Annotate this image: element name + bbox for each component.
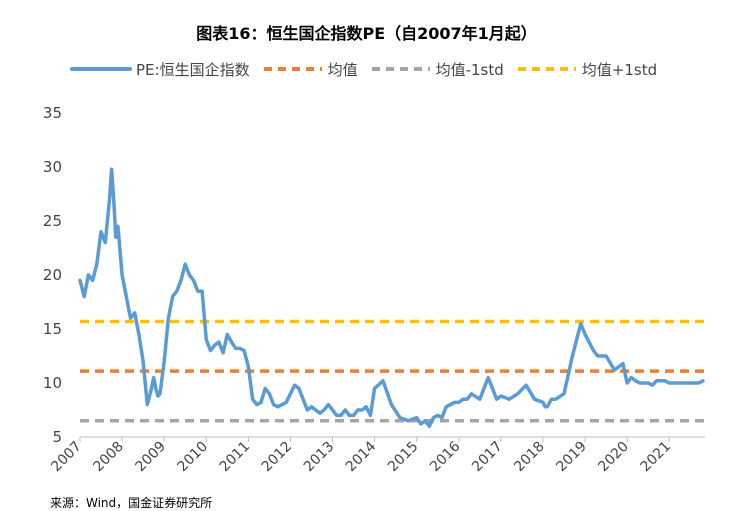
chart-source-note: 来源：Wind，国金证券研究所 <box>50 496 213 510</box>
pe-series-line <box>78 167 705 428</box>
x-tick-label: 2008 <box>90 439 127 476</box>
legend-item-mean-plus-std: 均值+1std <box>516 59 657 80</box>
x-tick-label: 2019 <box>553 439 590 476</box>
chart-title: 图表16：恒生国企指数PE（自2007年1月起） <box>196 24 537 43</box>
x-tick-label: 2017 <box>469 439 506 476</box>
legend-label-mean-minus-std: 均值-1std <box>435 60 504 79</box>
y-tick-label: 25 <box>43 212 62 230</box>
x-tick-label: 2020 <box>595 439 632 476</box>
legend-swatch-mean-minus-std-line <box>371 67 430 71</box>
x-tick-label: 2011 <box>217 439 254 476</box>
legend-label-pe: PE:恒生国企指数 <box>136 60 250 79</box>
y-tick-label: 15 <box>43 320 62 338</box>
x-tick-label: 2018 <box>511 439 548 476</box>
x-tick-label: 2016 <box>427 438 464 475</box>
legend-item-mean: 均值 <box>262 59 358 80</box>
x-tick-label: 2013 <box>301 439 338 476</box>
x-tick-label: 2021 <box>638 439 675 476</box>
legend-swatch-mean-line <box>263 67 322 71</box>
chart-legend: PE:恒生国企指数 均值 均值-1std 均值+1std <box>70 58 669 80</box>
x-tick-label: 2014 <box>343 438 380 475</box>
legend-label-mean: 均值 <box>327 60 358 79</box>
x-tick-label: 2012 <box>259 439 296 476</box>
legend-item-mean-minus-std: 均值-1std <box>370 59 504 80</box>
y-tick-label: 5 <box>52 428 62 446</box>
y-tick-label: 20 <box>43 266 62 284</box>
legend-label-mean-plus-std: 均值+1std <box>581 60 658 79</box>
legend-item-pe: PE:恒生国企指数 <box>70 59 250 80</box>
legend-swatch-pe-line <box>70 67 132 71</box>
x-tick-label: 2010 <box>175 439 212 476</box>
x-tick-label: 2015 <box>385 439 422 476</box>
y-tick-label: 30 <box>43 158 62 176</box>
legend-swatch-mean-plus-std-line <box>517 67 576 71</box>
y-tick-label: 10 <box>43 374 62 392</box>
x-tick-label: 2009 <box>132 439 169 476</box>
y-tick-label: 35 <box>43 104 62 122</box>
